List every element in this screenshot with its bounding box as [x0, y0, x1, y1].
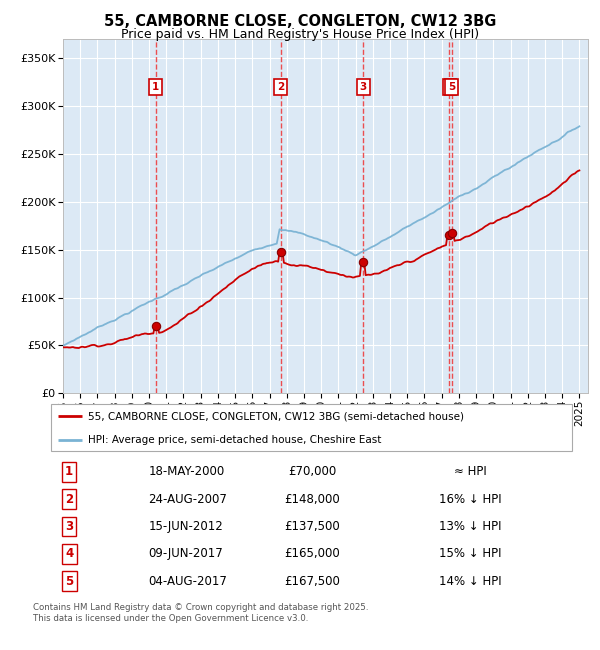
Text: Contains HM Land Registry data © Crown copyright and database right 2025.
This d: Contains HM Land Registry data © Crown c… [33, 603, 368, 623]
Text: 5: 5 [65, 575, 73, 588]
Text: 1: 1 [65, 465, 73, 478]
Text: 24-AUG-2007: 24-AUG-2007 [148, 493, 227, 506]
Text: 55, CAMBORNE CLOSE, CONGLETON, CW12 3BG (semi-detached house): 55, CAMBORNE CLOSE, CONGLETON, CW12 3BG … [88, 411, 464, 421]
Text: £165,000: £165,000 [284, 547, 340, 560]
Text: 15-JUN-2012: 15-JUN-2012 [148, 520, 223, 533]
Text: £148,000: £148,000 [284, 493, 340, 506]
Text: 15% ↓ HPI: 15% ↓ HPI [439, 547, 502, 560]
Text: 4: 4 [65, 547, 73, 560]
Text: £167,500: £167,500 [284, 575, 340, 588]
Text: 55, CAMBORNE CLOSE, CONGLETON, CW12 3BG: 55, CAMBORNE CLOSE, CONGLETON, CW12 3BG [104, 14, 496, 29]
Text: 1: 1 [152, 82, 159, 92]
Text: HPI: Average price, semi-detached house, Cheshire East: HPI: Average price, semi-detached house,… [88, 435, 381, 445]
Text: 18-MAY-2000: 18-MAY-2000 [148, 465, 224, 478]
Text: 14% ↓ HPI: 14% ↓ HPI [439, 575, 502, 588]
Text: 3: 3 [360, 82, 367, 92]
Text: 16% ↓ HPI: 16% ↓ HPI [439, 493, 502, 506]
Text: 3: 3 [65, 520, 73, 533]
Text: 5: 5 [448, 82, 455, 92]
FancyBboxPatch shape [50, 404, 572, 451]
Text: 2: 2 [65, 493, 73, 506]
Text: £70,000: £70,000 [288, 465, 336, 478]
Text: £137,500: £137,500 [284, 520, 340, 533]
Text: 4: 4 [446, 82, 453, 92]
Text: ≈ HPI: ≈ HPI [454, 465, 487, 478]
Text: 04-AUG-2017: 04-AUG-2017 [148, 575, 227, 588]
Text: 09-JUN-2017: 09-JUN-2017 [148, 547, 223, 560]
Text: 13% ↓ HPI: 13% ↓ HPI [439, 520, 502, 533]
Text: Price paid vs. HM Land Registry's House Price Index (HPI): Price paid vs. HM Land Registry's House … [121, 28, 479, 41]
Text: 2: 2 [277, 82, 284, 92]
